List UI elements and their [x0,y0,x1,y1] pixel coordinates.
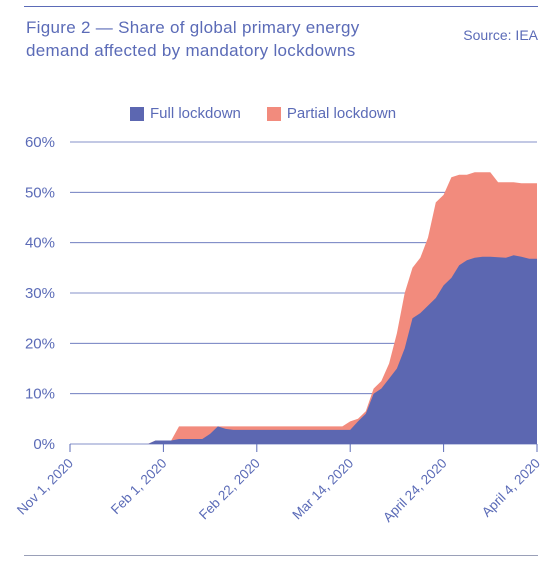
chart-title-line1: Figure 2 — Share of global primary energ… [26,18,360,37]
y-tick-label: 30% [25,285,55,302]
top-rule [24,6,538,7]
x-tick-label: April 24, 2020 [380,456,450,526]
chart-title: Figure 2 — Share of global primary energ… [26,16,426,62]
y-tick-label: 10% [25,386,55,403]
legend-label-full: Full lockdown [150,105,241,122]
y-tick-label: 60% [25,134,55,151]
legend-swatch-full [130,106,144,121]
y-tick-label: 40% [25,235,55,252]
legend-item-full: Full lockdown [130,105,241,122]
series-areas [70,172,537,444]
series-area-full-lockdown [70,255,537,444]
x-tick-label: Nov 1, 2020 [14,456,76,518]
y-tick-label: 50% [25,184,55,201]
y-axis: 0% 10% 20% 30% 40% 50% 60% [25,134,55,453]
x-tick-label: April 4, 2020 [479,456,543,520]
x-tick-label: Feb 22, 2020 [196,456,263,523]
legend: Full lockdown Partial lockdown [130,105,422,122]
legend-item-partial: Partial lockdown [266,105,397,122]
x-axis: Nov 1, 2020 Feb 1, 2020 Feb 22, 2020 Mar 14… [14,444,543,525]
bottom-rule [24,555,538,556]
x-tick-label: Mar 14, 2020 [289,456,356,523]
y-tick-label: 20% [25,335,55,352]
chart-title-line2: demand affected by mandatory lockdowns [26,41,356,60]
y-tick-label: 0% [33,436,55,453]
legend-swatch-partial [266,106,281,121]
legend-label-partial: Partial lockdown [286,105,397,122]
x-tick-label: Feb 1, 2020 [108,456,170,518]
source-label: Source: IEA [463,27,538,43]
